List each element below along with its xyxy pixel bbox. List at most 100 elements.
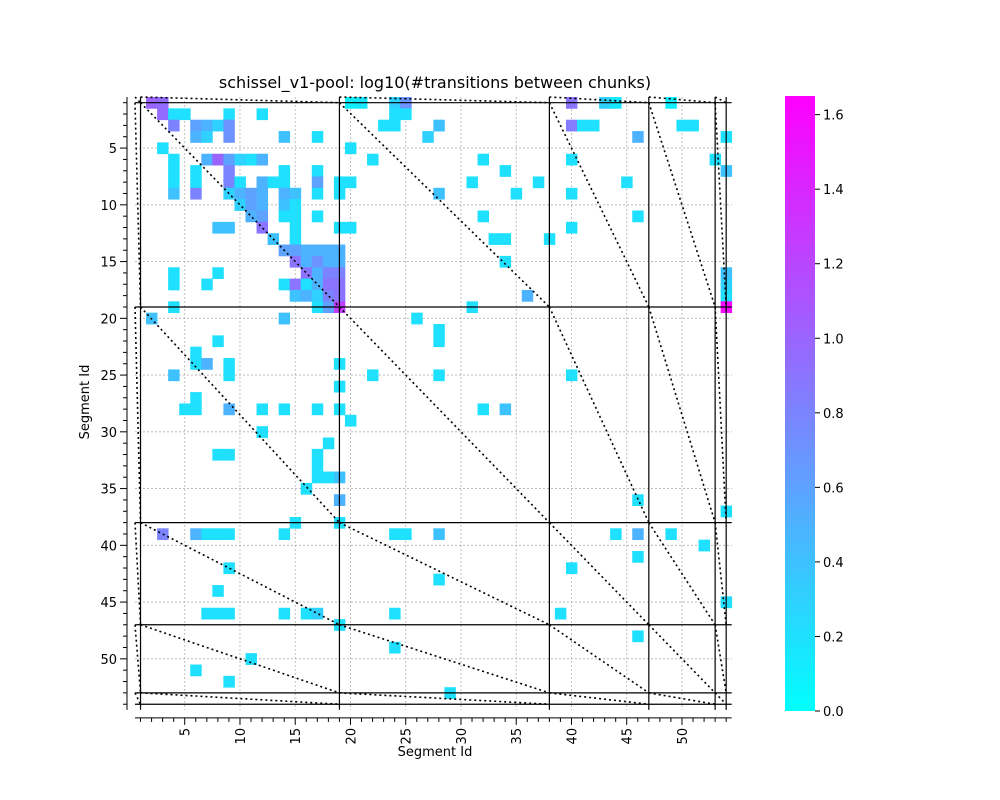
heatmap-cell — [278, 278, 291, 291]
heatmap-cell — [621, 176, 633, 189]
heatmap-cell — [466, 176, 478, 189]
heatmap-cell — [433, 528, 445, 541]
heatmap-cell — [168, 176, 180, 189]
heatmap-cell — [245, 153, 257, 166]
chunk-diagonal — [548, 522, 650, 626]
heatmap-cell — [223, 403, 235, 416]
heatmap-cell — [588, 119, 600, 132]
chunk-diagonal — [548, 306, 650, 523]
heatmap-cell — [179, 403, 191, 416]
heatmap-cell — [212, 267, 224, 279]
heatmap-cell — [223, 176, 235, 189]
y-tick-label: 40 — [100, 539, 117, 554]
heatmap-cell — [179, 108, 191, 121]
heatmap-cell — [278, 403, 291, 416]
heatmap-cell — [433, 187, 445, 200]
heatmap-cell — [367, 369, 379, 382]
heatmap-cell — [300, 244, 313, 257]
heatmap-cell — [510, 187, 523, 200]
heatmap-cell — [433, 324, 445, 336]
heatmap-cell — [190, 664, 202, 677]
chunk-diagonal — [714, 522, 727, 625]
heatmap-cell — [300, 267, 313, 279]
colorbar-gradient — [785, 96, 815, 711]
heatmap-cell — [322, 255, 335, 268]
heatmap-cell — [665, 528, 677, 541]
heatmap-cell — [190, 131, 202, 143]
heatmap-cell — [311, 460, 324, 472]
chunk-diagonal — [549, 96, 649, 104]
heatmap-cell — [168, 278, 180, 291]
heatmap-cell — [565, 221, 578, 234]
heatmap-cell — [565, 119, 578, 132]
heatmap-cell — [256, 221, 268, 234]
heatmap-cell — [157, 108, 169, 121]
heatmap-cell — [245, 187, 257, 200]
heatmap-cell — [389, 119, 401, 132]
heatmap-cell — [190, 165, 202, 177]
heatmap-cell — [322, 437, 335, 450]
heatmap-cell — [234, 153, 246, 166]
heatmap-cell — [554, 607, 567, 620]
heatmap-cell — [278, 607, 291, 620]
heatmap-cell — [676, 119, 688, 132]
heatmap-cell — [300, 255, 313, 268]
x-tick-label: 5 — [179, 728, 194, 736]
heatmap-cell — [267, 176, 280, 189]
chunk-diagonal — [134, 306, 142, 523]
heatmap-cell — [311, 255, 324, 268]
heatmap-cell — [311, 289, 324, 302]
x-tick-label: 30 — [455, 728, 470, 745]
heatmap-cell — [499, 403, 512, 416]
heatmap-cell — [311, 165, 324, 177]
chunk-diagonal — [648, 102, 716, 308]
heatmap-cell — [289, 255, 302, 268]
heatmap-cell — [322, 278, 335, 291]
colorbar-tick-label: 0.0 — [823, 705, 844, 720]
heatmap-cell — [256, 153, 268, 166]
heatmap-cell — [289, 244, 302, 257]
heatmap-cell — [234, 187, 246, 200]
heatmap-cell — [256, 199, 268, 211]
heatmap-cell — [521, 289, 534, 302]
heatmap-cell — [632, 630, 644, 643]
heatmap-cell — [256, 403, 268, 416]
heatmap-cell — [190, 403, 202, 416]
chunk-diagonal — [134, 102, 142, 307]
heatmap-cell — [201, 607, 213, 620]
heatmap-cell — [300, 289, 313, 302]
heatmap-cell — [234, 176, 246, 189]
heatmap-cell — [632, 551, 644, 563]
heatmap-cell — [278, 176, 291, 189]
chunk-diagonal — [648, 96, 716, 104]
heatmap-cell — [190, 176, 202, 189]
colorbar: 0.0 0.2 0.4 0.6 0.8 1.0 1.2 1.4 1.6 — [785, 96, 844, 720]
chart-title: schissel_v1-pool: log10(#transitions bet… — [219, 73, 651, 93]
heatmap-cell — [190, 358, 202, 370]
chunk-diagonal — [134, 624, 142, 693]
heatmap-cell — [300, 607, 313, 620]
heatmap-cell — [632, 210, 644, 223]
y-tick-label: 50 — [100, 653, 117, 668]
heatmap-cell — [245, 210, 257, 223]
chunk-diagonal — [714, 96, 727, 104]
chunk-diagonal — [338, 102, 550, 308]
heatmap-cell — [278, 187, 291, 200]
heatmap-cell — [311, 278, 324, 291]
heatmap-cell — [344, 142, 357, 155]
heatmap-cell — [212, 607, 224, 620]
x-tick-label: 25 — [400, 728, 415, 745]
heatmap-cell — [389, 641, 401, 654]
chunk-diagonal — [339, 692, 550, 706]
heatmap-cell — [411, 312, 423, 325]
heatmap-cell — [378, 119, 390, 132]
heatmap-cell — [212, 585, 224, 597]
y-tick-label: 20 — [100, 312, 117, 327]
heatmap-cell — [499, 165, 512, 177]
heatmap-cell — [223, 675, 235, 688]
heatmap-cell — [477, 403, 489, 416]
x-tick-label: 50 — [676, 728, 691, 745]
heatmap-cell — [311, 131, 324, 143]
colorbar-tick-label: 1.4 — [823, 183, 844, 198]
heatmap-cell — [212, 335, 224, 348]
